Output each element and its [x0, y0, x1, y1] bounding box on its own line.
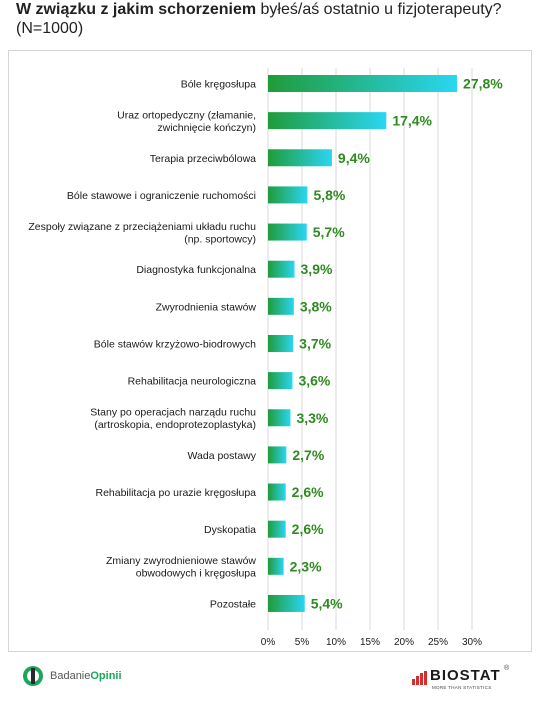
value-label: 2,6% [292, 484, 324, 500]
logo-text-1: Badanie [50, 670, 91, 682]
x-tick-label: 10% [326, 637, 346, 648]
category-label: Rehabilitacja po urazie kręgosłupa [95, 487, 256, 499]
category-label: Bóle stawowe i ograniczenie ruchomości [67, 190, 256, 202]
category-label-line: (artroskopia, endoprotezoplastyka) [94, 419, 256, 431]
bar [268, 446, 287, 464]
category-label-line: Wada postawy [188, 450, 257, 462]
bar [268, 186, 308, 204]
bar [268, 557, 284, 575]
category-label: Bóle kręgosłupa [181, 79, 256, 91]
biostat-brand: BIOSTAT [430, 667, 501, 684]
bar [268, 297, 294, 315]
bar [268, 334, 294, 352]
chart-frame [8, 50, 532, 652]
category-label-line: Bóle stawów krzyżowo-biodrowych [94, 338, 256, 350]
category-label-line: Zmiany zwyrodnieniowe stawów [106, 555, 256, 567]
value-label: 5,8% [313, 187, 345, 203]
badanie-opinii-logo-icon [22, 665, 44, 687]
bar [268, 483, 286, 501]
category-label-line: Stany po operacjach narządu ruchu [90, 407, 256, 419]
value-label: 3,8% [300, 298, 332, 314]
title-sample: (N=1000) [16, 20, 84, 37]
value-label: 2,6% [292, 521, 324, 537]
category-label-line: Zespoły związane z przeciążeniami układu… [28, 221, 256, 233]
value-label: 17,4% [392, 113, 432, 129]
category-label-line: Rehabilitacja neurologiczna [128, 376, 257, 388]
value-label: 3,9% [301, 261, 333, 277]
category-label-line: obwodowych i kręgosłupa [136, 568, 256, 580]
category-label: Bóle stawów krzyżowo-biodrowych [94, 338, 256, 350]
x-tick-label: 25% [428, 637, 448, 648]
bar [268, 112, 387, 130]
title-rest: byłeś/aś ostatnio u fizjoterapeuty? [260, 1, 502, 18]
category-label: Dyskopatia [204, 524, 256, 536]
biostat-logo: BIOSTAT MORE THAN STATISTICS ® [412, 665, 522, 691]
category-label: Stany po operacjach narządu ruchu (artros… [90, 407, 256, 432]
value-label: 2,3% [290, 558, 322, 574]
category-label: Zmiany zwyrodnieniowe stawów obwodowych i… [106, 555, 256, 580]
biostat-tagline: MORE THAN STATISTICS [432, 685, 492, 690]
category-label-line: Rehabilitacja po urazie kręgosłupa [95, 487, 256, 499]
logo-text-2: Opinii [90, 670, 122, 682]
bar [268, 409, 291, 427]
x-tick-label: 30% [462, 637, 482, 648]
x-tick-label: 0% [261, 637, 276, 648]
value-label: 3,6% [298, 373, 330, 389]
value-label: 2,7% [292, 447, 324, 463]
biostat-reg: ® [504, 665, 510, 672]
chart-title: W związku z jakim schorzeniem byłeś/aś o… [16, 0, 536, 38]
x-tick-label: 5% [295, 637, 310, 648]
category-label-line: Uraz ortopedyczny (złamanie, [117, 109, 256, 121]
value-label: 5,4% [311, 595, 343, 611]
category-label-line: Diagnostyka funkcjonalna [136, 264, 256, 276]
value-label: 5,7% [313, 224, 345, 240]
category-label-line: Dyskopatia [204, 524, 256, 536]
category-label: Diagnostyka funkcjonalna [136, 264, 256, 276]
category-label-line: Pozostałe [210, 598, 256, 610]
category-label: Pozostałe [210, 598, 256, 610]
bar [268, 75, 458, 92]
biostat-bars-icon [412, 671, 427, 685]
bar [268, 223, 307, 241]
badanie-opinii-logo: BadanieOpinii [22, 664, 122, 688]
category-label-line: Zwyrodnienia stawów [156, 301, 257, 313]
category-label: Terapia przeciwbólowa [150, 153, 256, 165]
value-label: 3,7% [299, 335, 331, 351]
bar [268, 149, 332, 167]
category-label-line: Bóle kręgosłupa [181, 79, 256, 91]
value-label: 3,3% [296, 410, 328, 426]
category-label: Zespoły związane z przeciążeniami układu… [28, 221, 256, 246]
bar [268, 372, 293, 390]
value-label: 27,8% [463, 76, 503, 92]
category-label: Rehabilitacja neurologiczna [128, 376, 257, 388]
category-label: Uraz ortopedyczny (złamanie, zwichnięcie … [117, 109, 256, 134]
category-label: Wada postawy [188, 450, 257, 462]
bar [268, 594, 305, 612]
title-bold: W związku z jakim schorzeniem [16, 1, 257, 18]
x-tick-label: 15% [360, 637, 380, 648]
value-label: 9,4% [338, 150, 370, 166]
category-label-line: (np. sportowcy) [184, 233, 256, 245]
category-label: Zwyrodnienia stawów [156, 301, 257, 313]
x-tick-label: 20% [394, 637, 414, 648]
bar [268, 260, 295, 278]
category-label-line: Terapia przeciwbólowa [150, 153, 256, 165]
category-label-line: Bóle stawowe i ograniczenie ruchomości [67, 190, 256, 202]
category-label-line: zwichnięcie kończyn) [157, 122, 256, 134]
bar [268, 520, 286, 538]
